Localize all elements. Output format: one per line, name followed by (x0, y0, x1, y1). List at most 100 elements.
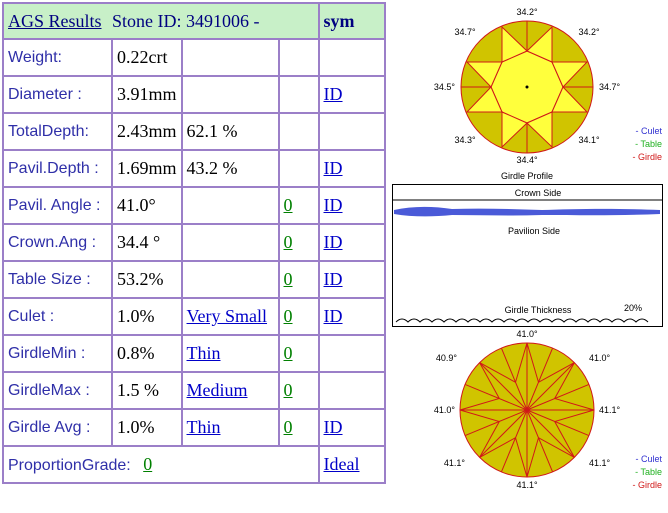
table-row: Culet :1.0% Very Small 0 ID (2, 297, 386, 336)
legend-table: - Table (635, 139, 662, 149)
results-title: AGS Results (8, 10, 102, 31)
id-link[interactable]: ID (323, 269, 343, 289)
zero-link[interactable]: 0 (283, 269, 293, 289)
girdle-percent: 20% (624, 303, 642, 313)
row-percent: 43.2 % (186, 158, 238, 178)
row-extra: 43.2 % (180, 149, 280, 188)
legend-girdle: - Girdle (632, 152, 662, 162)
row-id: ID (317, 408, 386, 447)
pavilion-facet-line (464, 409, 528, 437)
zero-link[interactable]: 0 (283, 380, 293, 400)
grade-link[interactable]: Very Small (186, 306, 268, 326)
id-link[interactable]: ID (323, 84, 343, 104)
row-value: 0.22crt (111, 38, 183, 77)
header-row: AGS Results Stone ID: 3491006 - sym (2, 2, 386, 40)
row-value: 1.5 % (111, 371, 183, 410)
pavilion-angle-bottom-left: 41.1° (444, 458, 466, 468)
pavilion-angle-bottom: 41.1° (516, 480, 538, 490)
proportion-grade-link[interactable]: Ideal (323, 454, 360, 474)
row-value: 1.0% (111, 408, 183, 447)
crown-angle-left: 34.5° (434, 82, 456, 92)
pavilion-facet-line (526, 409, 554, 473)
table-row: Diameter :3.91mm ID (2, 75, 386, 114)
pavilion-angle-top-left: 40.9° (436, 353, 458, 363)
proportion-row: ProportionGrade: 0 Ideal (2, 445, 386, 484)
pavilion-facet-line (479, 342, 528, 384)
id-link[interactable]: ID (323, 417, 343, 437)
row-value: 0.8% (111, 334, 183, 373)
zero-link[interactable]: 0 (283, 232, 293, 252)
pavilion-angle-top: 41.0° (516, 330, 538, 339)
row-extra (180, 223, 280, 262)
pavilion-facet-line (526, 362, 575, 411)
row-id (317, 112, 386, 151)
grade-link[interactable]: Thin (186, 417, 221, 437)
row-value: 34.4 ° (111, 223, 183, 262)
row-zero (277, 75, 320, 114)
row-id: ID (317, 186, 386, 225)
crown-diagram: 34.2° 34.7° 34.2° 34.5° 34.7° 34.3° 34.1… (434, 7, 663, 181)
results-rows: Weight: 0.22crt Diameter :3.91mm ID TotalDep… (2, 38, 386, 447)
row-zero: 0 (277, 223, 320, 262)
table-row: GirdleMin :0.8% Thin 0 (2, 334, 386, 373)
row-label: GirdleMin : (2, 334, 113, 373)
legend-table: - Table (635, 467, 662, 477)
pavilion-facet-line (459, 409, 501, 458)
row-label: Weight: (2, 38, 113, 77)
row-extra: Thin (180, 408, 280, 447)
proportion-cell: ProportionGrade: 0 (2, 445, 320, 484)
id-link[interactable]: ID (323, 232, 343, 252)
grade-link[interactable]: Thin (186, 343, 221, 363)
row-zero (277, 149, 320, 188)
row-value: 53.2% (111, 260, 183, 299)
legend-girdle: - Girdle (632, 480, 662, 490)
zero-link[interactable]: 0 (283, 417, 293, 437)
zero-link[interactable]: 0 (283, 306, 293, 326)
girdle-profile-caption: Girdle Profile (501, 171, 553, 181)
pavilion-facet-line (526, 409, 590, 437)
row-value: 1.69mm (111, 149, 183, 188)
star-facet (551, 61, 589, 88)
pavilion-facet-line (500, 347, 528, 411)
table-row: Girdle Avg :1.0% Thin 0 ID (2, 408, 386, 447)
proportion-zero-link[interactable]: 0 (143, 454, 153, 474)
stone-id: Stone ID: 3491006 - (112, 10, 260, 31)
row-value: 2.43mm (111, 112, 183, 151)
pavilion-facet-lines (459, 342, 595, 478)
pavilion-facet-line (526, 436, 575, 478)
table-row: Crown.Ang :34.4 ° 0 ID (2, 223, 386, 262)
legend-culet: - Culet (635, 454, 662, 464)
grade-link[interactable]: Medium (186, 380, 248, 400)
crown-angle-top-right: 34.2° (578, 27, 600, 37)
row-zero: 0 (277, 297, 320, 336)
pavilion-facet-line (526, 383, 590, 411)
crown-angle-right: 34.7° (599, 82, 621, 92)
pavilion-facet-line (479, 409, 528, 458)
crown-angle-bottom-left: 34.3° (454, 135, 476, 145)
table-row: GirdleMax :1.5 % Medium 0 (2, 371, 386, 410)
pavilion-facet-line (526, 409, 575, 458)
id-link[interactable]: ID (323, 306, 343, 326)
row-label: Culet : (2, 297, 113, 336)
row-id: ID (317, 149, 386, 188)
pavilion-angle-top-right: 41.0° (589, 353, 611, 363)
pavilion-angle-left: 41.0° (434, 405, 456, 415)
culet-dot (525, 85, 529, 89)
row-extra: 62.1 % (180, 112, 280, 151)
row-label: Pavil. Angle : (2, 186, 113, 225)
table-row: Table Size :53.2% 0 ID (2, 260, 386, 299)
row-id: ID (317, 297, 386, 336)
crown-angle-top: 34.2° (516, 7, 538, 17)
crown-angle-bottom-right: 34.1° (578, 135, 600, 145)
zero-link[interactable]: 0 (283, 195, 293, 215)
sym-cell: sym (317, 2, 386, 40)
star-facet (526, 111, 553, 149)
table-row: TotalDepth: 2.43mm 62.1 % (2, 112, 386, 151)
id-link[interactable]: ID (323, 158, 343, 178)
zero-link[interactable]: 0 (283, 343, 293, 363)
row-label: Crown.Ang : (2, 223, 113, 262)
girdle-band (394, 206, 660, 217)
id-link[interactable]: ID (323, 195, 343, 215)
row-label: Girdle Avg : (2, 408, 113, 447)
row-extra (180, 260, 280, 299)
